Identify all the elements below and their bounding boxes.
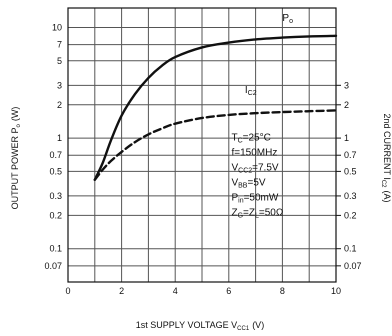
- condition-line: ZG=Z: [231, 208, 255, 220]
- condition-line: VBB=5V: [231, 178, 265, 190]
- series-line-ic2: [93, 109, 338, 181]
- condition-line: Pin=50mW: [231, 193, 278, 205]
- x-tick-label: 4: [173, 286, 178, 296]
- condition-line: TC=25°C: [231, 133, 270, 145]
- series-label: Po: [282, 13, 293, 25]
- y-tick-label: 0.7: [49, 150, 62, 160]
- y-tick-label: 7: [57, 40, 62, 50]
- series-line-po: [93, 34, 338, 181]
- plot-frame: [67, 7, 337, 283]
- y-tick-label: 10: [52, 22, 62, 32]
- x-tick-label: 0: [65, 286, 70, 296]
- series: [93, 34, 338, 181]
- x-tick-label: 10: [331, 286, 341, 296]
- y2-tick-label: 0.07: [344, 261, 362, 271]
- y-tick-label: 0.07: [44, 261, 62, 271]
- ticks: 0 2 4 6 8 10 10 7 5 3 2 1 0.7 0.5 0.3 0.2 0.1 0.07 3 2 1 0.7 0…: [44, 22, 361, 296]
- y-tick-label: 0.5: [49, 166, 62, 176]
- x-tick-label: 8: [280, 286, 285, 296]
- y2-tick-label: 3: [344, 80, 349, 90]
- y2-tick-label: 0.5: [344, 166, 357, 176]
- y-tick-label: 2: [57, 100, 62, 110]
- y2-tick-label: 0.7: [344, 150, 357, 160]
- grid: [68, 8, 336, 282]
- y-tick-label: 1: [57, 133, 62, 143]
- y2-tick-label: 1: [344, 133, 349, 143]
- y-tick-label: 3: [57, 80, 62, 90]
- series-labels: Po IC2: [245, 13, 293, 97]
- y-tick-label: 5: [57, 56, 62, 66]
- y-axis-label: OUTPUT POWER Po(W): [10, 107, 22, 210]
- y2-tick-label: 2: [344, 100, 349, 110]
- y2-tick-label: 0.3: [344, 191, 357, 201]
- y-tick-label: 0.2: [49, 210, 62, 220]
- series-label: IC2: [245, 85, 257, 97]
- x-tick-label: 6: [226, 286, 231, 296]
- condition-line: f=150MHz: [231, 148, 277, 159]
- y-tick-label: 0.1: [49, 244, 62, 254]
- y-tick-label: 0.3: [49, 191, 62, 201]
- x-axis-label: 1st SUPPLY VOLTAGE VCC1 (V): [136, 320, 264, 332]
- x-tick-label: 2: [119, 286, 124, 296]
- y2-tick-label: 0.2: [344, 210, 357, 220]
- condition-line: L=50Ω: [255, 208, 284, 220]
- y2-tick-label: 0.1: [344, 244, 357, 254]
- conditions-box: TC=25°C f=150MHz VCC2=7.5V VBB=5V Pin=50mW ZG…: [231, 133, 283, 220]
- condition-line: VCC2=7.5V: [231, 163, 278, 175]
- y2-axis-label: 2nd CURRENT IC2(A): [380, 113, 392, 202]
